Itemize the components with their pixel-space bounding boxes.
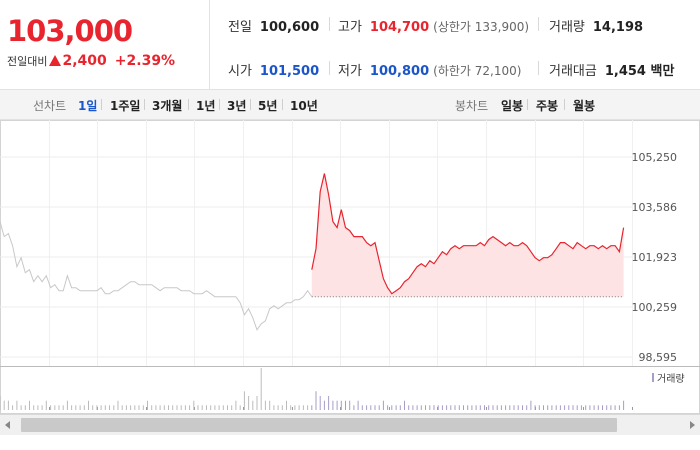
divider (538, 61, 539, 75)
price-block: 103,000 전일대비 2,400 +2.39% (0, 0, 210, 89)
change-row: 전일대비 2,400 +2.39% (7, 53, 175, 69)
prev-close: 전일 100,600 (228, 16, 319, 35)
legend: 거래량 (652, 373, 685, 385)
y-axis-labels: 105,250 103,586 101,923 100,259 98,595 (632, 151, 678, 364)
divider (329, 61, 330, 75)
chart-scrollbar[interactable] (0, 414, 700, 435)
tab-5year[interactable]: 5년 (258, 99, 278, 113)
divider (527, 99, 528, 110)
quote-summary: 103,000 전일대비 2,400 +2.39% 전일 100,600 고가 104,… (0, 0, 700, 90)
open-value: 101,500 (259, 64, 320, 79)
volume-bars (0, 368, 625, 410)
previous-day-line (0, 221, 313, 331)
tab-daily-candle[interactable]: 일봉 (501, 99, 524, 113)
current-price: 103,000 (7, 14, 133, 48)
upper-limit: (상한가 133,900) (433, 20, 530, 34)
divider (250, 99, 251, 110)
intraday-price-chart: 105,250 103,586 101,923 100,259 98,595 거래량 (0, 120, 700, 414)
divider (219, 99, 220, 110)
tab-1year[interactable]: 1년 (196, 99, 216, 113)
tab-3month[interactable]: 3개월 (152, 99, 183, 113)
divider (144, 99, 145, 110)
legend-swatch (652, 373, 654, 382)
divider (282, 99, 283, 110)
prev-close-label: 전일 (228, 20, 252, 35)
tab-1week[interactable]: 1주일 (110, 99, 141, 113)
period-tabs: 선차트 1일 1주일 3개월 1년 3년 5년 10년 봉차트 일봉 주봉 월봉 (0, 90, 700, 120)
divider (101, 99, 102, 110)
y-tick-label: 105,250 (632, 151, 678, 164)
y-tick-label: 101,923 (632, 251, 678, 264)
divider (564, 99, 565, 110)
volume: 거래량 14,198 (549, 16, 643, 35)
area-fill (311, 173, 624, 297)
volume-value: 14,198 (592, 20, 644, 35)
change-rate: +2.39% (114, 53, 176, 69)
day-low: 저가 100,800 (하한가 72,100) (338, 60, 521, 79)
change-value: 2,400 (62, 53, 107, 69)
low-value: 100,800 (369, 64, 430, 79)
tab-1day[interactable]: 1일 (78, 99, 98, 113)
high-label: 고가 (338, 20, 362, 35)
price-series (0, 173, 625, 331)
legend-label: 거래량 (657, 373, 685, 385)
change-label: 전일대비 (7, 55, 48, 68)
divider (329, 17, 330, 31)
open-price: 시가 101,500 (228, 60, 319, 79)
line-chart-label: 선차트 (33, 99, 67, 113)
scroll-left-icon[interactable] (5, 421, 10, 429)
y-tick-label: 100,259 (632, 301, 678, 314)
tab-3year[interactable]: 3년 (227, 99, 247, 113)
open-label: 시가 (228, 64, 252, 79)
up-triangle-icon (49, 55, 62, 66)
tab-monthly-candle[interactable]: 월봉 (573, 99, 596, 113)
volume-label: 거래량 (549, 20, 585, 35)
tab-10year[interactable]: 10년 (290, 99, 318, 113)
tab-weekly-candle[interactable]: 주봉 (536, 99, 559, 113)
intraday-line (311, 173, 625, 295)
low-label: 저가 (338, 64, 362, 79)
scroll-thumb[interactable] (21, 418, 617, 432)
day-high: 고가 104,700 (상한가 133,900) (338, 16, 529, 35)
divider (538, 17, 539, 31)
candle-chart-label: 봉차트 (455, 99, 489, 113)
high-value: 104,700 (369, 20, 430, 35)
y-tick-label: 98,595 (639, 351, 678, 364)
scroll-right-icon[interactable] (690, 421, 695, 429)
lower-limit: (하한가 72,100) (433, 64, 522, 78)
trade-amount: 거래대금 1,454 백만 (549, 60, 674, 79)
y-tick-label: 103,586 (632, 201, 678, 214)
amount-value: 1,454 백만 (604, 64, 675, 79)
amount-label: 거래대금 (549, 64, 597, 79)
divider (188, 99, 189, 110)
prev-close-value: 100,600 (259, 20, 320, 35)
